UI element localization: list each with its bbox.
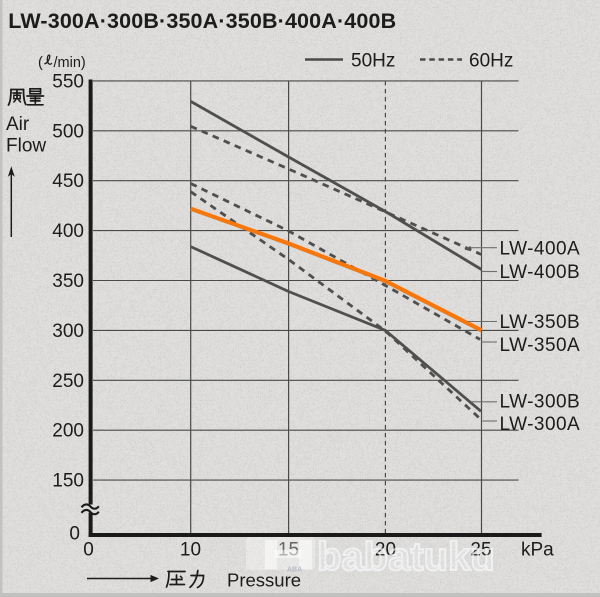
svg-text:Flow: Flow (6, 136, 46, 157)
svg-text:450: 450 (52, 171, 84, 192)
svg-text:150: 150 (52, 471, 84, 492)
svg-text:10: 10 (180, 540, 201, 561)
svg-text:babatuku: babatuku (317, 535, 495, 579)
svg-text:400: 400 (52, 221, 84, 242)
svg-text:0: 0 (83, 540, 94, 561)
svg-text:Air: Air (6, 114, 30, 135)
svg-text:Pressure: Pressure (227, 570, 301, 591)
svg-text:LW-350B: LW-350B (500, 312, 581, 333)
svg-text:25: 25 (470, 540, 491, 561)
svg-text:kPa: kPa (521, 540, 554, 561)
svg-text:LW-400B: LW-400B (500, 262, 581, 283)
svg-text:0: 0 (69, 524, 80, 545)
svg-text:60Hz: 60Hz (469, 51, 513, 72)
svg-text:(: ( (38, 55, 43, 71)
svg-text:350: 350 (52, 271, 84, 292)
svg-text:LW-300B: LW-300B (500, 392, 581, 413)
svg-text:200: 200 (52, 421, 84, 442)
svg-text:ABA: ABA (287, 567, 302, 574)
svg-text:/min): /min) (54, 55, 86, 71)
svg-text:250: 250 (52, 371, 84, 392)
svg-text:550: 550 (52, 71, 84, 92)
svg-text:50Hz: 50Hz (351, 51, 395, 72)
svg-text:LW-300A·300B·350A·350B·400A·40: LW-300A·300B·350A·350B·400A·400B (8, 9, 396, 33)
svg-text:LW-400A: LW-400A (500, 239, 581, 260)
svg-text:LW-350A: LW-350A (500, 335, 581, 356)
svg-text:20: 20 (375, 540, 396, 561)
svg-text:LW-300A: LW-300A (500, 414, 581, 435)
svg-text:300: 300 (52, 321, 84, 342)
svg-text:500: 500 (52, 121, 84, 142)
